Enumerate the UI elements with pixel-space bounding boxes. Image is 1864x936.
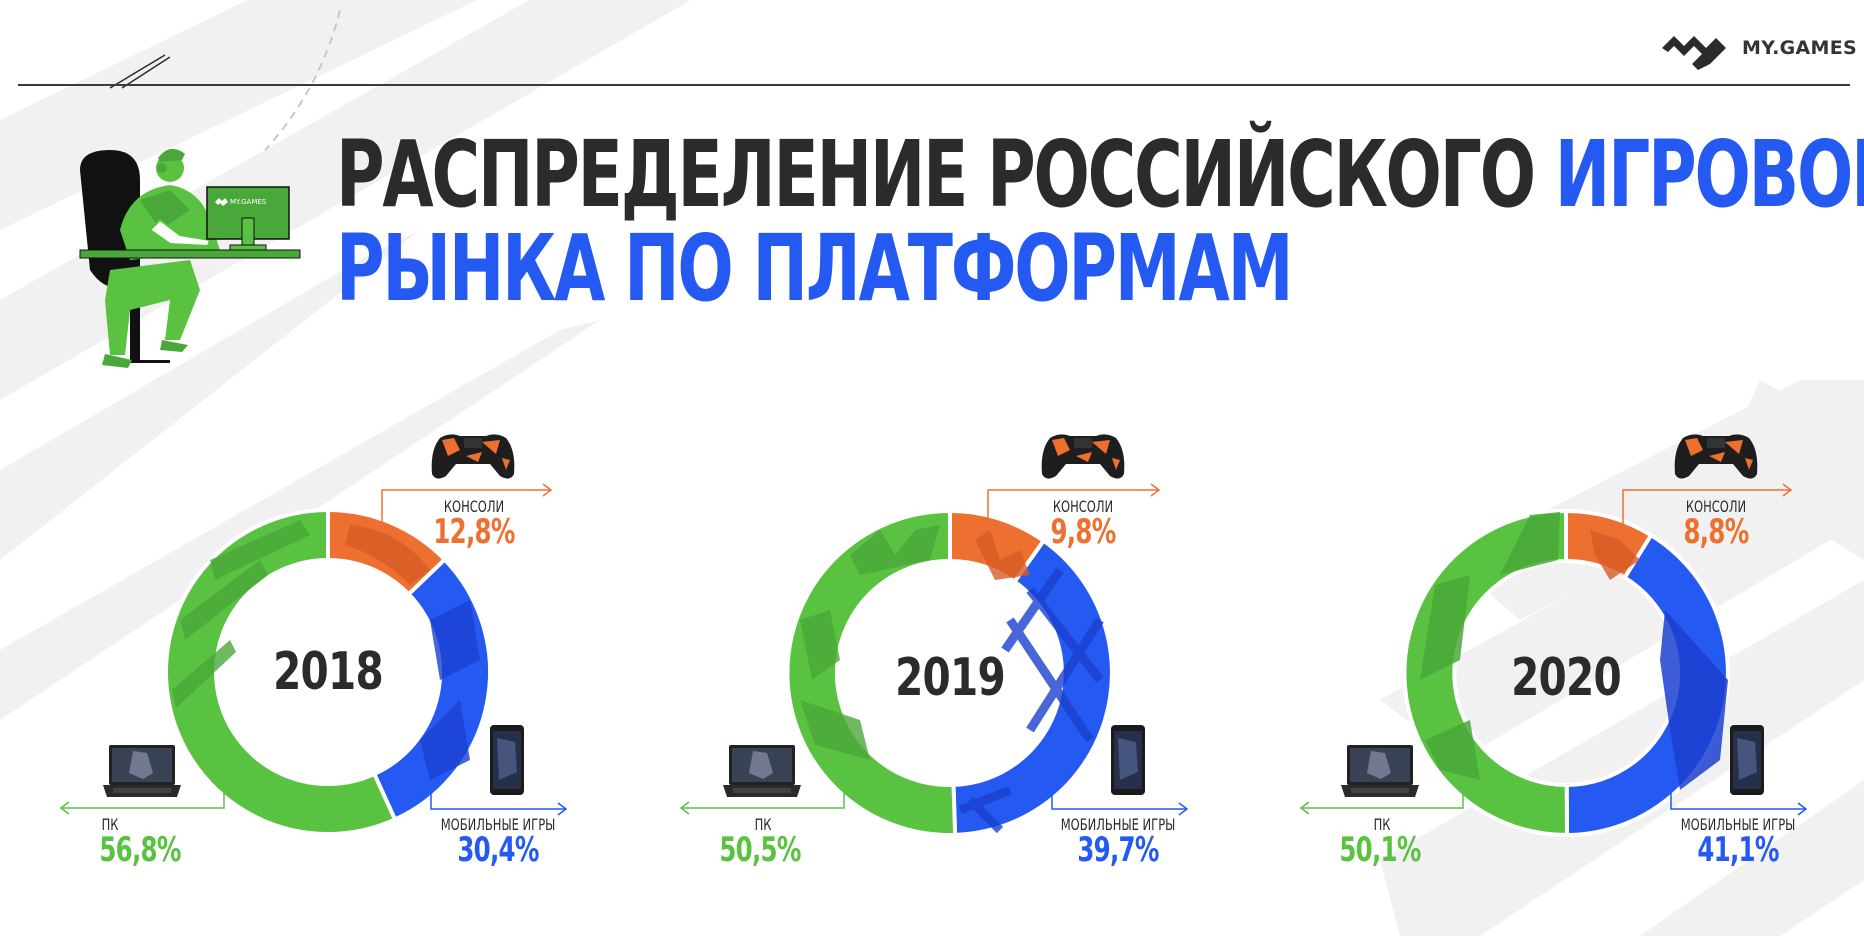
console-value: 8,8% — [1683, 512, 1749, 552]
mobile-label: МОБИЛЬНЫЕ ИГРЫ — [1680, 815, 1796, 834]
mobile-label: МОБИЛЬНЫЕ ИГРЫ — [440, 815, 556, 834]
svg-text:MY.GAMES: MY.GAMES — [230, 198, 267, 206]
pc-value: 56,8% — [99, 830, 181, 870]
pc-label: ПК — [754, 815, 772, 834]
mobile-value: 30,4% — [457, 830, 539, 870]
my-games-logo-icon — [1662, 36, 1726, 70]
gamer-illustration: MY.GAMES — [79, 148, 301, 368]
console-value: 12,8% — [433, 512, 515, 552]
pc-label: ПК — [101, 815, 119, 834]
page-title: РАСПРЕДЕЛЕНИЕ РОССИЙСКОГО ИГРОВОГО РЫНКА… — [336, 128, 1864, 316]
laptop-icon — [1341, 745, 1419, 797]
laptop-icon — [103, 745, 181, 797]
gamepad-icon — [1041, 434, 1125, 479]
pc-value: 50,1% — [1339, 830, 1421, 870]
pc-value: 50,5% — [719, 830, 801, 870]
title-blue-part-2: РЫНКА ПО ПЛАТФОРМАМ — [336, 215, 1294, 322]
console-value: 9,8% — [1050, 512, 1116, 552]
brand-name: MY.GAMES — [1742, 37, 1858, 59]
mobile-value: 39,7% — [1077, 830, 1159, 870]
gamepad-icon — [1674, 434, 1758, 479]
title-dark-part: РАСПРЕДЕЛЕНИЕ РОССИЙСКОГО — [336, 121, 1536, 228]
brand-logo[interactable]: MY.GAMES — [1662, 26, 1857, 70]
header-divider — [18, 84, 1850, 86]
smartphone-icon — [490, 725, 524, 795]
gamepad-icon — [431, 434, 515, 479]
title-blue-part-1: ИГРОВОГО — [1554, 121, 1864, 228]
console-label: КОНСОЛИ — [443, 497, 505, 516]
smartphone-icon — [1111, 725, 1145, 795]
year-label: 2019 — [895, 648, 1006, 708]
console-label: КОНСОЛИ — [1052, 497, 1114, 516]
year-label: 2018 — [273, 642, 384, 702]
smartphone-icon — [1730, 725, 1764, 795]
console-label: КОНСОЛИ — [1685, 497, 1747, 516]
pc-label: ПК — [1373, 815, 1391, 834]
mobile-label: МОБИЛЬНЫЕ ИГРЫ — [1060, 815, 1176, 834]
mobile-value: 41,1% — [1697, 830, 1779, 870]
laptop-icon — [723, 745, 801, 797]
year-label: 2020 — [1511, 648, 1622, 708]
